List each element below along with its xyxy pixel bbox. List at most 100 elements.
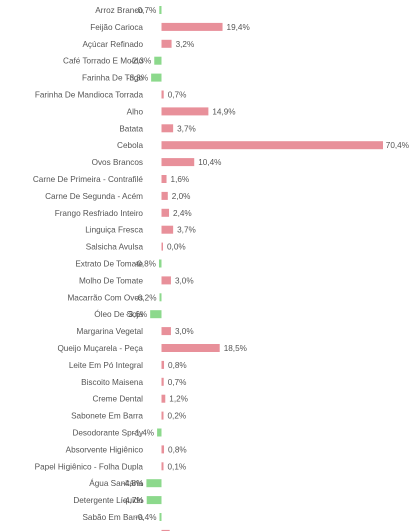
bars-layer bbox=[146, 6, 383, 531]
value-label: 2,6% bbox=[174, 530, 193, 531]
category-label: Sabão Em Barra bbox=[82, 513, 143, 522]
category-label: Café Torrado E Moído bbox=[63, 57, 143, 66]
category-label: Creme Dental bbox=[92, 395, 143, 404]
bar[interactable] bbox=[150, 310, 162, 319]
category-label: Papel Higiênico - Folha Dupla bbox=[35, 462, 144, 471]
value-labels-layer: -0,7% 19,4% 3,2% -2,3% -3,3% 0,7% 14,9% 3,7% 70,… bbox=[122, 6, 409, 531]
bar[interactable] bbox=[161, 276, 171, 285]
category-label: Água Sanitária bbox=[89, 478, 143, 488]
bar[interactable] bbox=[161, 225, 174, 234]
bar[interactable] bbox=[161, 175, 167, 183]
value-label: 3,7% bbox=[177, 226, 196, 235]
category-label: Biscoito Maisena bbox=[81, 378, 143, 387]
category-label: Queijo Muçarela - Peça bbox=[57, 344, 143, 353]
value-label: -4,8% bbox=[122, 479, 143, 488]
value-label: 2,4% bbox=[173, 209, 192, 218]
bar[interactable] bbox=[161, 445, 165, 454]
bar[interactable] bbox=[161, 394, 166, 403]
bar[interactable] bbox=[159, 513, 162, 521]
category-label: Cebola bbox=[117, 141, 143, 150]
value-label: 1,6% bbox=[171, 175, 190, 184]
bar[interactable] bbox=[146, 496, 162, 505]
bar[interactable] bbox=[161, 124, 174, 133]
value-label: -2,3% bbox=[130, 57, 151, 66]
category-label: Leite Em Pó Integral bbox=[69, 361, 143, 370]
value-label: 0,8% bbox=[168, 445, 187, 454]
value-label: -1,4% bbox=[133, 429, 154, 438]
bar[interactable] bbox=[161, 107, 209, 116]
category-label: Alho bbox=[127, 107, 144, 116]
category-label: Salsicha Avulsa bbox=[86, 243, 144, 252]
bar[interactable] bbox=[161, 327, 171, 336]
bar[interactable] bbox=[161, 242, 164, 251]
category-label: Detergente Líquido bbox=[73, 496, 143, 505]
bar[interactable] bbox=[158, 259, 162, 268]
value-label: -3,6% bbox=[126, 310, 147, 319]
value-label: -0,7% bbox=[135, 6, 156, 15]
category-label: Batata bbox=[119, 124, 143, 133]
value-label: -3,3% bbox=[127, 74, 148, 83]
value-label: 0,1% bbox=[168, 462, 187, 471]
category-label: Extrato De Tomate bbox=[75, 260, 143, 269]
value-label: 0,2% bbox=[168, 412, 187, 421]
value-label: 70,4% bbox=[386, 141, 409, 150]
value-label: 3,7% bbox=[177, 124, 196, 133]
bar[interactable] bbox=[146, 479, 162, 488]
value-label: 0,0% bbox=[167, 243, 186, 252]
category-labels-layer: Arroz Branco Feijão Carioca Açúcar Refinad… bbox=[33, 6, 144, 531]
category-label: Sabão Em Pó bbox=[92, 530, 143, 531]
value-label: -0,2% bbox=[135, 293, 156, 302]
category-label: Ovos Brancos bbox=[92, 158, 143, 167]
value-label: 19,4% bbox=[227, 23, 250, 32]
bar[interactable] bbox=[161, 22, 223, 31]
value-label: -4,7% bbox=[122, 496, 143, 505]
bar[interactable] bbox=[161, 141, 384, 150]
value-label: -0,4% bbox=[135, 513, 156, 522]
bar[interactable] bbox=[161, 39, 172, 48]
value-label: 3,2% bbox=[176, 40, 195, 49]
bar[interactable] bbox=[157, 428, 162, 437]
value-label: 10,4% bbox=[198, 158, 221, 167]
category-label: Absorvente Higiênico bbox=[66, 445, 144, 454]
category-label: Açúcar Refinado bbox=[82, 40, 143, 49]
category-label: Molho De Tomate bbox=[79, 276, 143, 285]
value-label: 0,7% bbox=[168, 378, 187, 387]
bar[interactable] bbox=[161, 411, 164, 420]
bar[interactable] bbox=[161, 462, 164, 471]
category-label: Carne De Segunda - Acém bbox=[45, 192, 143, 201]
category-label: Óleo De Soja bbox=[94, 309, 143, 319]
bar[interactable] bbox=[161, 377, 164, 386]
bar[interactable] bbox=[151, 73, 162, 82]
bar[interactable] bbox=[159, 293, 162, 302]
category-label: Sabonete Em Barra bbox=[71, 412, 143, 421]
category-label: Linguiça Fresca bbox=[85, 226, 143, 235]
category-label: Desodorante Spray bbox=[72, 429, 143, 438]
category-label: Carne De Primeira - Contrafilé bbox=[33, 175, 144, 184]
bar[interactable] bbox=[161, 191, 168, 200]
value-label: 3,0% bbox=[175, 327, 194, 336]
value-label: 0,7% bbox=[168, 91, 187, 100]
bar[interactable] bbox=[161, 344, 220, 352]
category-label: Macarrão Com Ovos bbox=[67, 293, 143, 302]
bar[interactable] bbox=[159, 6, 162, 14]
value-label: 14,9% bbox=[212, 107, 235, 116]
category-label: Margarina Vegetal bbox=[77, 327, 144, 336]
value-label: 1,2% bbox=[169, 395, 188, 404]
value-label: 18,5% bbox=[224, 344, 247, 353]
category-label: Farinha De Trigo bbox=[82, 74, 143, 83]
bar[interactable] bbox=[161, 158, 195, 167]
category-label: Farinha De Mandioca Torrada bbox=[35, 91, 144, 100]
bar[interactable] bbox=[161, 90, 164, 99]
value-label: 0,8% bbox=[168, 361, 187, 370]
category-label: Feijão Carioca bbox=[90, 23, 143, 32]
bar[interactable] bbox=[161, 208, 170, 217]
value-label: -0,8% bbox=[135, 260, 156, 269]
value-label: 2,0% bbox=[172, 192, 191, 201]
category-label: Frango Resfriado Inteiro bbox=[55, 209, 144, 218]
value-label: 3,0% bbox=[175, 276, 194, 285]
bar[interactable] bbox=[154, 56, 162, 65]
bar[interactable] bbox=[161, 360, 165, 369]
bar[interactable] bbox=[161, 529, 170, 531]
category-label: Arroz Branco bbox=[95, 6, 143, 15]
